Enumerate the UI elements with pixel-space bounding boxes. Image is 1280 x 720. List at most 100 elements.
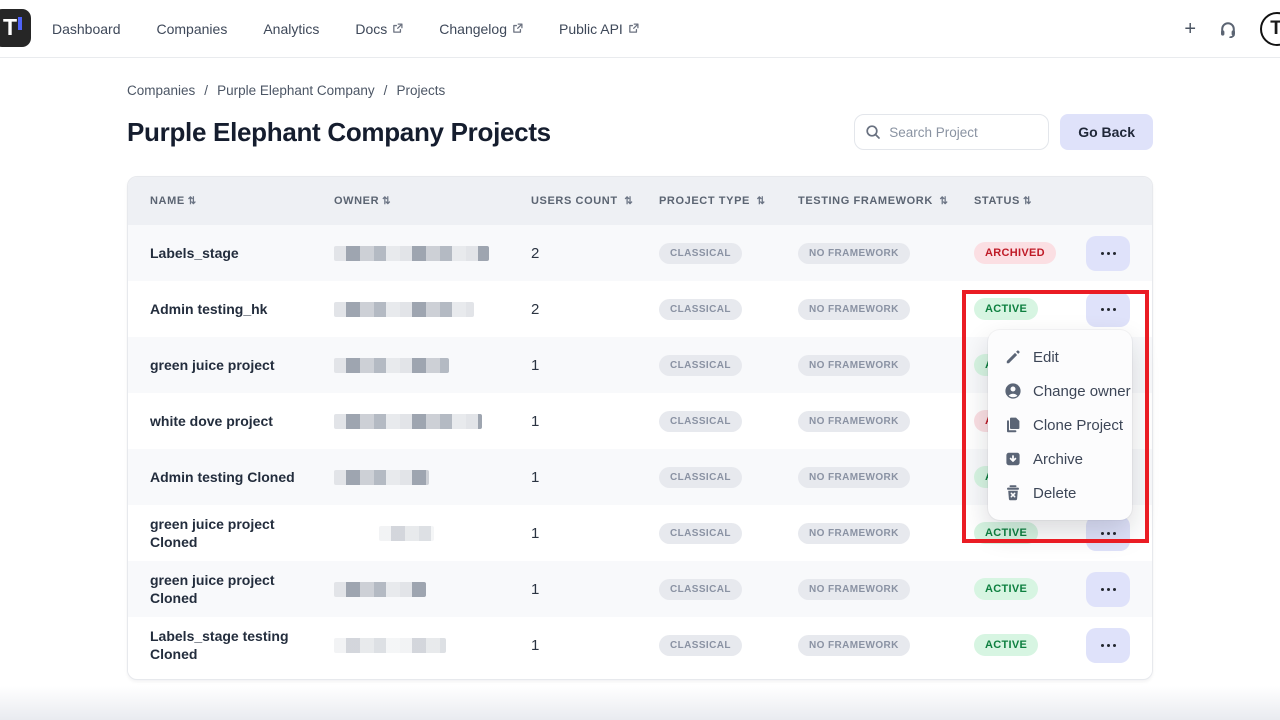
nav-menu: Dashboard Companies Analytics Docs Chang… bbox=[52, 21, 639, 37]
logo-accent-mark bbox=[18, 17, 22, 30]
row-actions-menu: Edit Change owner Clone Project Archive … bbox=[988, 330, 1132, 520]
nav-actions: + T bbox=[1184, 11, 1280, 46]
status-badge: ACTIVE bbox=[974, 634, 1039, 656]
user-avatar[interactable]: T bbox=[1260, 11, 1280, 46]
nav-item-changelog[interactable]: Changelog bbox=[439, 21, 523, 37]
menu-item-edit[interactable]: Edit bbox=[988, 340, 1132, 374]
nav-item-docs[interactable]: Docs bbox=[355, 21, 403, 37]
owner-redacted bbox=[334, 413, 482, 429]
go-back-button[interactable]: Go Back bbox=[1060, 114, 1153, 150]
breadcrumb-companies[interactable]: Companies bbox=[127, 83, 196, 98]
copy-icon bbox=[1007, 417, 1020, 433]
project-type-badge: CLASSICAL bbox=[659, 298, 742, 320]
framework-badge: NO FRAMEWORK bbox=[798, 298, 910, 320]
project-type-badge: CLASSICAL bbox=[659, 354, 742, 376]
status-badge: ACTIVE bbox=[974, 522, 1039, 544]
owner-redacted bbox=[334, 245, 489, 261]
column-label: USERS COUNT bbox=[531, 194, 618, 207]
add-icon[interactable]: + bbox=[1184, 17, 1196, 40]
column-label: STATUS bbox=[974, 194, 1020, 207]
table-row: white dove project 1 CLASSICAL NO FRAMEW… bbox=[128, 393, 1152, 449]
column-label: NAME bbox=[150, 194, 185, 207]
users-count: 1 bbox=[531, 356, 540, 374]
column-header-name[interactable]: NAME ⇅ bbox=[128, 185, 334, 218]
owner-redacted bbox=[334, 357, 449, 373]
framework-badge: NO FRAMEWORK bbox=[798, 634, 910, 656]
nav-item-dashboard[interactable]: Dashboard bbox=[52, 21, 121, 37]
project-type-badge: CLASSICAL bbox=[659, 634, 742, 656]
project-name: Admin testing Cloned bbox=[150, 468, 295, 485]
column-header-status[interactable]: STATUS ⇅ bbox=[974, 185, 1086, 218]
nav-item-label: Public API bbox=[559, 20, 623, 37]
menu-item-delete[interactable]: Delete bbox=[988, 476, 1132, 510]
breadcrumb-separator: / bbox=[383, 83, 388, 98]
column-label: TESTING FRAMEWORK bbox=[798, 194, 933, 207]
owner-redacted bbox=[334, 637, 446, 653]
menu-item-change-owner[interactable]: Change owner bbox=[988, 374, 1132, 408]
nav-item-companies[interactable]: Companies bbox=[157, 21, 228, 37]
breadcrumb-company[interactable]: Purple Elephant Company bbox=[217, 83, 375, 98]
row-actions-button[interactable] bbox=[1086, 571, 1130, 607]
table-row: green juice project Cloned 1 CLASSICAL N… bbox=[128, 505, 1152, 561]
nav-item-label: Analytics bbox=[263, 20, 320, 37]
sort-icon: ⇅ bbox=[1022, 195, 1032, 207]
owner-redacted bbox=[334, 301, 474, 317]
menu-item-archive[interactable]: Archive bbox=[988, 442, 1132, 476]
projects-table: NAME ⇅ OWNER ⇅ USERS COUNT ⇅ PROJECT TYPE … bbox=[127, 176, 1153, 680]
archive-box-icon bbox=[1006, 452, 1020, 466]
menu-item-clone-project[interactable]: Clone Project bbox=[988, 408, 1132, 442]
main-content: Companies / Purple Elephant Company / Pr… bbox=[127, 83, 1153, 680]
project-type-badge: CLASSICAL bbox=[659, 410, 742, 432]
sort-icon: ⇅ bbox=[939, 195, 949, 207]
menu-item-label: Delete bbox=[1033, 484, 1077, 502]
sort-icon: ⇅ bbox=[187, 195, 197, 207]
nav-item-public-api[interactable]: Public API bbox=[559, 21, 639, 37]
breadcrumb-separator: / bbox=[204, 83, 209, 98]
users-count: 2 bbox=[531, 300, 540, 318]
status-badge: ACTIVE bbox=[974, 298, 1039, 320]
app-logo[interactable]: T bbox=[0, 9, 31, 47]
column-label: PROJECT TYPE bbox=[659, 194, 750, 207]
table-row: green juice project Cloned 1 CLASSICAL N… bbox=[128, 561, 1152, 617]
breadcrumb: Companies / Purple Elephant Company / Pr… bbox=[127, 83, 1153, 98]
framework-badge: NO FRAMEWORK bbox=[798, 522, 910, 544]
framework-badge: NO FRAMEWORK bbox=[798, 466, 910, 488]
column-header-owner[interactable]: OWNER ⇅ bbox=[334, 185, 531, 218]
column-header-users-count[interactable]: USERS COUNT ⇅ bbox=[531, 185, 659, 218]
column-header-project-type[interactable]: PROJECT TYPE ⇅ bbox=[659, 185, 798, 218]
menu-item-label: Edit bbox=[1033, 348, 1059, 366]
menu-item-label: Change owner bbox=[1033, 382, 1131, 400]
project-type-badge: CLASSICAL bbox=[659, 578, 742, 600]
users-count: 1 bbox=[531, 524, 540, 542]
framework-badge: NO FRAMEWORK bbox=[798, 354, 910, 376]
row-actions-button[interactable] bbox=[1086, 515, 1130, 551]
project-name: Labels_stage testing Cloned bbox=[150, 627, 289, 662]
project-type-badge: CLASSICAL bbox=[659, 242, 742, 264]
status-badge: ARCHIVED bbox=[974, 242, 1056, 264]
pencil-icon bbox=[1006, 350, 1020, 364]
headset-support-icon[interactable] bbox=[1219, 20, 1237, 38]
top-navbar: T Dashboard Companies Analytics Docs Cha… bbox=[0, 0, 1280, 58]
nav-item-analytics[interactable]: Analytics bbox=[263, 21, 319, 37]
nav-item-label: Dashboard bbox=[52, 20, 121, 37]
project-name: white dove project bbox=[150, 412, 273, 429]
framework-badge: NO FRAMEWORK bbox=[798, 410, 910, 432]
project-name: green juice project Cloned bbox=[150, 515, 275, 550]
title-actions: Go Back bbox=[854, 114, 1153, 150]
status-badge: ACTIVE bbox=[974, 578, 1039, 600]
users-count: 1 bbox=[531, 468, 540, 486]
table-row: Admin testing Cloned 1 CLASSICAL NO FRAM… bbox=[128, 449, 1152, 505]
breadcrumb-projects[interactable]: Projects bbox=[396, 83, 446, 98]
column-header-testing-framework[interactable]: TESTING FRAMEWORK ⇅ bbox=[798, 185, 974, 218]
table-header-row: NAME ⇅ OWNER ⇅ USERS COUNT ⇅ PROJECT TYPE … bbox=[128, 177, 1152, 225]
search-project-input[interactable] bbox=[854, 114, 1050, 150]
external-link-icon bbox=[628, 23, 639, 34]
users-count: 1 bbox=[531, 580, 540, 598]
row-actions-button[interactable] bbox=[1086, 235, 1130, 271]
owner-redacted bbox=[379, 525, 434, 541]
nav-item-label: Companies bbox=[156, 20, 228, 37]
table-row: Labels_stage 2 CLASSICAL NO FRAMEWORK AR… bbox=[128, 225, 1152, 281]
row-actions-button-open[interactable] bbox=[1086, 291, 1130, 327]
page-title: Purple Elephant Company Projects bbox=[127, 116, 551, 147]
row-actions-button[interactable] bbox=[1086, 627, 1130, 663]
